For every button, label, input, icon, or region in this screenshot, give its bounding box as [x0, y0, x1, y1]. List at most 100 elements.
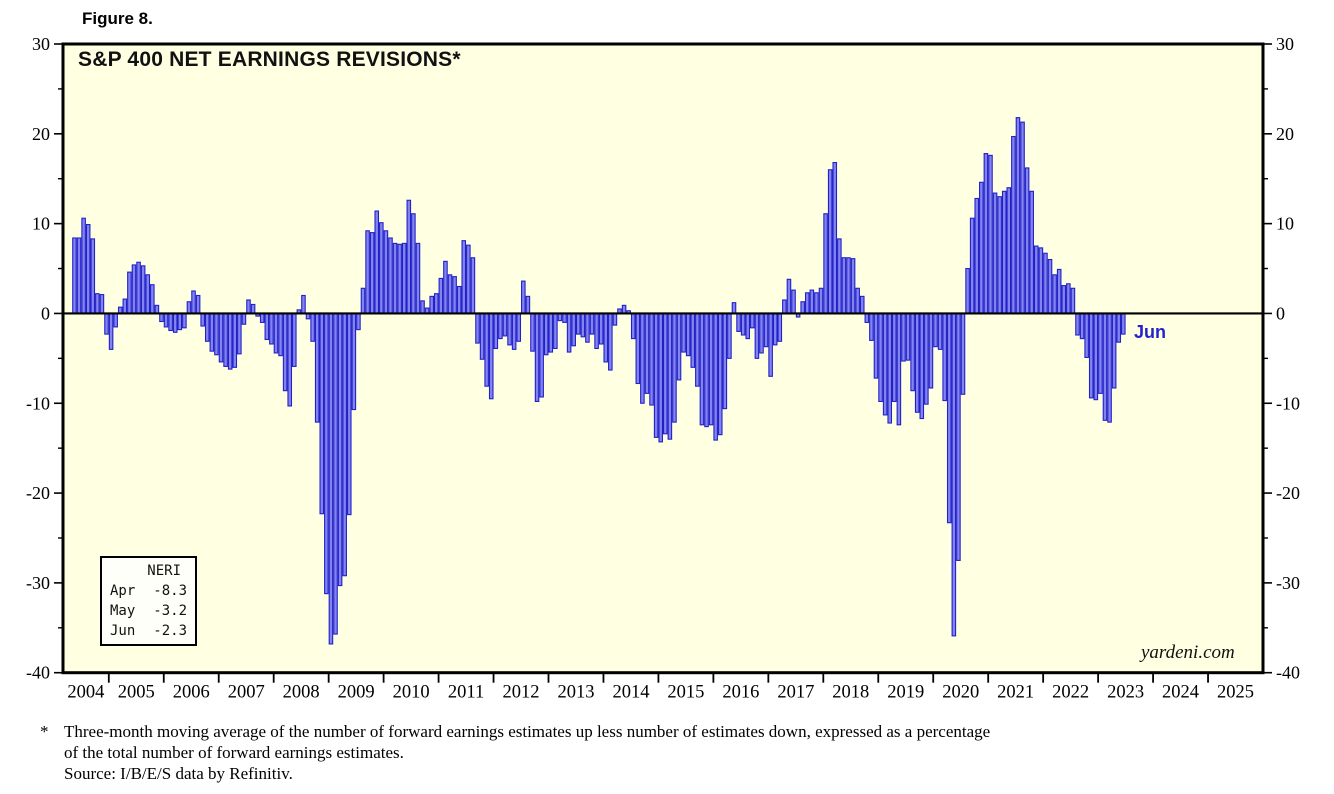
x-axis-year-label: 2019 — [887, 683, 924, 703]
neri-bar — [928, 312, 934, 389]
neri-bar — [1052, 274, 1057, 314]
neri-bar — [85, 223, 91, 314]
neri-bar — [653, 312, 659, 438]
neri-bar — [635, 312, 641, 385]
neri-bar — [406, 199, 412, 314]
neri-bar — [319, 312, 325, 515]
neri-bar — [301, 294, 306, 314]
neri-bar — [782, 299, 787, 314]
neri-bar — [974, 197, 980, 314]
neri-bar — [859, 295, 865, 314]
neri-bar — [227, 312, 233, 370]
neri-bar — [1084, 312, 1089, 359]
neri-bar — [667, 312, 673, 440]
neri-bar — [127, 271, 132, 314]
neri-bar — [1088, 312, 1094, 399]
neri-bar — [539, 312, 544, 398]
neri-bar — [727, 312, 732, 359]
x-axis-year-label: 2008 — [283, 683, 320, 703]
x-axis-year-label: 2024 — [1162, 683, 1199, 703]
neri-bar — [548, 312, 554, 353]
neri-bar — [452, 276, 457, 314]
neri-bar — [269, 312, 274, 345]
neri-bar — [754, 312, 760, 359]
neri-bar — [640, 312, 645, 404]
neri-bar — [1038, 247, 1044, 314]
neri-bar — [159, 312, 164, 323]
neri-bar — [282, 312, 288, 392]
neri-bar — [516, 312, 522, 342]
footnote-line2: of the total number of forward earnings … — [64, 743, 404, 763]
neri-bar — [466, 244, 471, 314]
neri-bar — [475, 312, 480, 344]
neri-bar — [415, 242, 421, 314]
x-axis-year-label: 2009 — [338, 683, 375, 703]
neri-bar — [81, 217, 86, 314]
y-axis-label-left: -10 — [26, 393, 50, 413]
neri-bar — [113, 312, 118, 328]
figure-label: Figure 8. — [82, 9, 153, 28]
neri-bar — [704, 312, 709, 428]
neri-bar — [1066, 283, 1071, 314]
neri-bar — [314, 312, 320, 423]
neri-bar — [543, 312, 549, 356]
neri-bar — [864, 312, 870, 323]
neri-bar — [397, 243, 402, 314]
neri-bar — [942, 312, 947, 402]
neri-bar — [1111, 312, 1117, 389]
neri-bar — [168, 312, 173, 332]
neri-bar — [997, 196, 1002, 314]
neri-bar — [960, 312, 966, 395]
neri-bar — [122, 298, 128, 314]
neri-bar — [566, 312, 572, 353]
neri-bar — [896, 312, 902, 426]
neri-bar — [649, 312, 654, 406]
neri-bar — [983, 153, 989, 314]
neri-bar — [956, 312, 961, 561]
neri-bar — [374, 210, 380, 314]
neri-bar — [621, 304, 627, 314]
neri-bar — [690, 312, 696, 368]
neri-bar — [965, 267, 970, 315]
neri-bar — [562, 312, 567, 323]
footnote-source: Source: I/B/E/S data by Refinitiv. — [64, 764, 293, 784]
neri-bar — [612, 312, 618, 326]
neri-bar — [530, 312, 535, 352]
neri-bar — [988, 154, 993, 314]
neri-bar — [1043, 252, 1048, 315]
y-axis-label-right: 30 — [1276, 34, 1294, 54]
neri-bar — [1015, 117, 1021, 315]
neri-bar — [1001, 190, 1007, 315]
neri-bar — [658, 312, 663, 443]
neri-bar — [246, 299, 251, 314]
footnote-text: Three-month moving average of the number… — [64, 721, 1314, 784]
neri-bar — [351, 312, 357, 411]
neri-bar — [438, 277, 444, 315]
legend-row: Jun -2.3 — [110, 623, 187, 639]
neri-bar — [1121, 312, 1126, 335]
neri-bar — [992, 192, 998, 314]
neri-bar — [324, 312, 329, 595]
neri-bar — [786, 278, 792, 314]
neri-bar — [104, 312, 109, 335]
neri-bar — [1020, 121, 1025, 314]
neri-bar — [310, 312, 315, 342]
neri-bar — [259, 312, 265, 323]
neri-bar — [901, 312, 906, 362]
neri-bar — [223, 312, 228, 367]
neri-bar — [443, 260, 448, 314]
neri-bar — [800, 301, 805, 314]
neri-bar — [461, 240, 467, 314]
neri-bar — [919, 312, 925, 420]
neri-bar — [241, 312, 247, 325]
neri-bar — [979, 181, 984, 314]
neri-bar — [736, 312, 741, 332]
neri-bar — [1047, 258, 1053, 314]
neri-bar — [892, 312, 897, 403]
neri-bar — [498, 312, 503, 340]
x-axis-year-label: 2023 — [1107, 683, 1144, 703]
neri-bar — [479, 312, 485, 360]
neri-bar — [768, 312, 773, 377]
neri-bar — [365, 230, 370, 314]
neri-bar — [1024, 167, 1030, 314]
